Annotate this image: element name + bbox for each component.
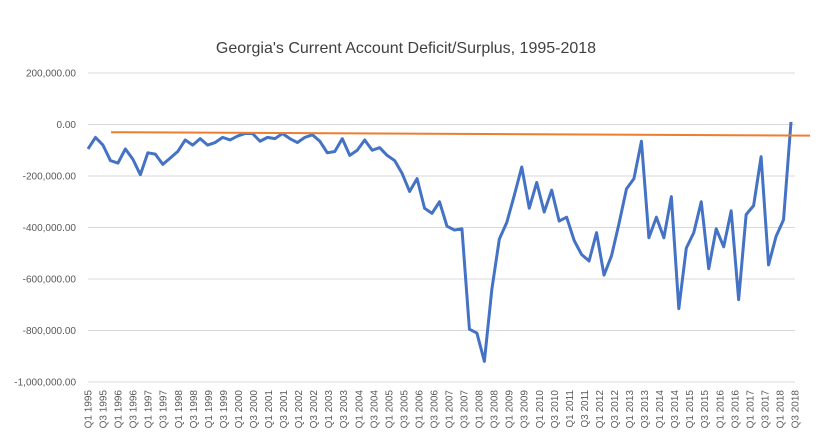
x-tick-label: Q1 2006	[414, 390, 425, 429]
x-tick-label: Q3 2009	[520, 390, 531, 429]
x-tick-label: Q1 2001	[264, 390, 275, 429]
x-tick-label: Q3 2000	[249, 390, 260, 429]
series-line-current-account	[86, 121, 793, 363]
y-tick-label: -600,000.00	[23, 275, 77, 286]
x-tick-label: Q1 2007	[445, 390, 456, 429]
x-tick-label: Q3 2002	[309, 390, 320, 429]
x-tick-label: Q3 2001	[279, 390, 290, 429]
x-tick-label: Q1 2015	[685, 390, 696, 429]
x-tick-label: Q1 2000	[234, 390, 245, 429]
x-tick-label: Q3 2007	[460, 390, 471, 429]
x-tick-label: Q3 2014	[670, 390, 681, 429]
y-tick-label: -400,000.00	[23, 223, 77, 234]
x-tick-label: Q1 1999	[204, 390, 215, 429]
x-tick-label: Q1 2010	[535, 390, 546, 429]
x-tick-label: Q3 2013	[640, 390, 651, 429]
x-tick-label: Q3 2017	[760, 390, 771, 429]
x-tick-label: Q3 1997	[159, 390, 170, 429]
x-tick-label: Q3 2018	[791, 390, 802, 429]
x-tick-label: Q1 2003	[324, 390, 335, 429]
x-tick-label: Q1 2009	[505, 390, 516, 429]
x-tick-label: Q3 2015	[700, 390, 711, 429]
trend-line	[110, 131, 811, 137]
y-tick-label: 0.00	[57, 120, 77, 131]
y-axis-tick-labels: 200,000.00 0.00 -200,000.00 -400,000.00 -600…	[14, 69, 76, 389]
series-lines	[86, 121, 811, 363]
x-tick-label: Q1 2016	[715, 390, 726, 429]
x-axis-tick-labels: Q1 1995 Q3 1995 Q1 1996 Q3 1996 Q1 1997 Q3 19…	[84, 390, 802, 429]
x-tick-label: Q3 2012	[610, 390, 621, 429]
gridlines	[88, 72, 795, 383]
x-tick-label: Q1 2005	[384, 390, 395, 429]
x-tick-label: Q1 2017	[745, 390, 756, 429]
y-tick-label: -1,000,000.00	[14, 378, 76, 389]
x-tick-label: Q1 1997	[144, 390, 155, 429]
x-tick-label: Q1 1995	[84, 390, 95, 429]
y-tick-label: 200,000.00	[26, 69, 76, 80]
x-tick-label: Q1 2004	[354, 390, 365, 429]
x-tick-label: Q1 2013	[625, 390, 636, 429]
x-tick-label: Q3 2010	[550, 390, 561, 429]
x-tick-label: Q1 2012	[595, 390, 606, 429]
x-tick-label: Q3 2011	[580, 390, 591, 428]
x-tick-label: Q1 1996	[114, 390, 125, 429]
x-tick-label: Q3 2008	[490, 390, 501, 429]
x-tick-label: Q3 2005	[399, 390, 410, 429]
x-tick-label: Q3 1995	[99, 390, 110, 429]
y-tick-label: -800,000.00	[23, 326, 77, 337]
x-tick-label: Q3 2016	[730, 390, 741, 429]
x-tick-label: Q1 2014	[655, 390, 666, 429]
x-tick-label: Q3 1996	[129, 390, 140, 429]
x-tick-label: Q3 2003	[339, 390, 350, 429]
x-tick-label: Q3 1998	[189, 390, 200, 429]
x-tick-label: Q1 2018	[775, 390, 786, 429]
x-tick-label: Q1 2002	[294, 390, 305, 429]
x-tick-label: Q3 2006	[429, 390, 440, 429]
x-tick-label: Q1 2011	[565, 390, 576, 428]
chart-title: Georgia's Current Account Deficit/Surplu…	[216, 40, 596, 57]
x-tick-label: Q1 1998	[174, 390, 185, 429]
x-tick-label: Q1 2008	[475, 390, 486, 429]
x-tick-label: Q3 2004	[369, 390, 380, 429]
x-tick-label: Q3 1999	[219, 390, 230, 429]
y-tick-label: -200,000.00	[23, 172, 77, 183]
